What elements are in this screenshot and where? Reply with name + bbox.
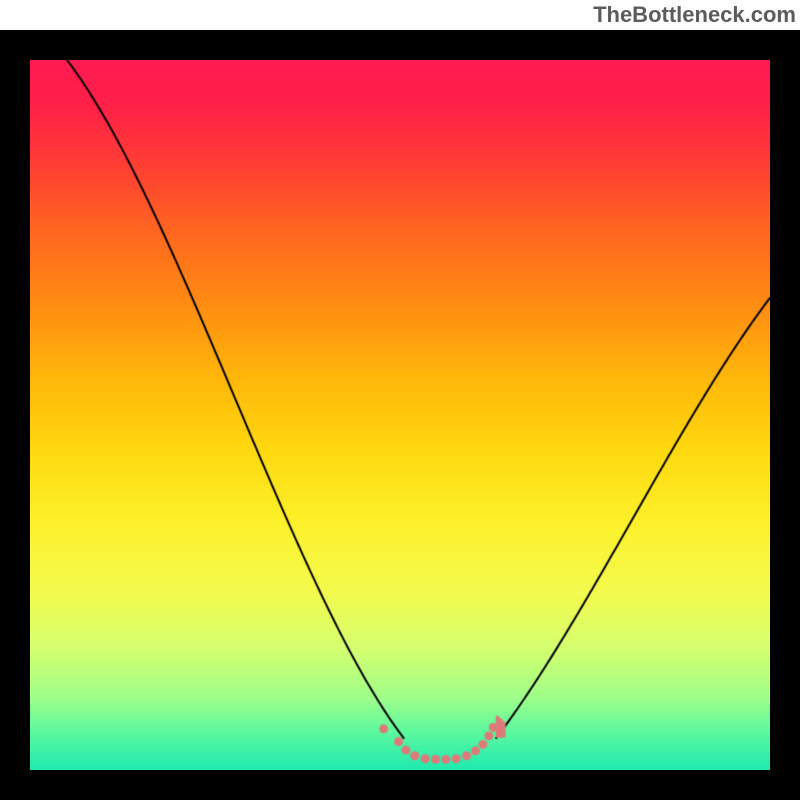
chart-root: TheBottleneck.com [0,0,800,800]
watermark-text: TheBottleneck.com [593,2,796,28]
plot-area [30,60,770,770]
curve-layer [30,60,770,770]
